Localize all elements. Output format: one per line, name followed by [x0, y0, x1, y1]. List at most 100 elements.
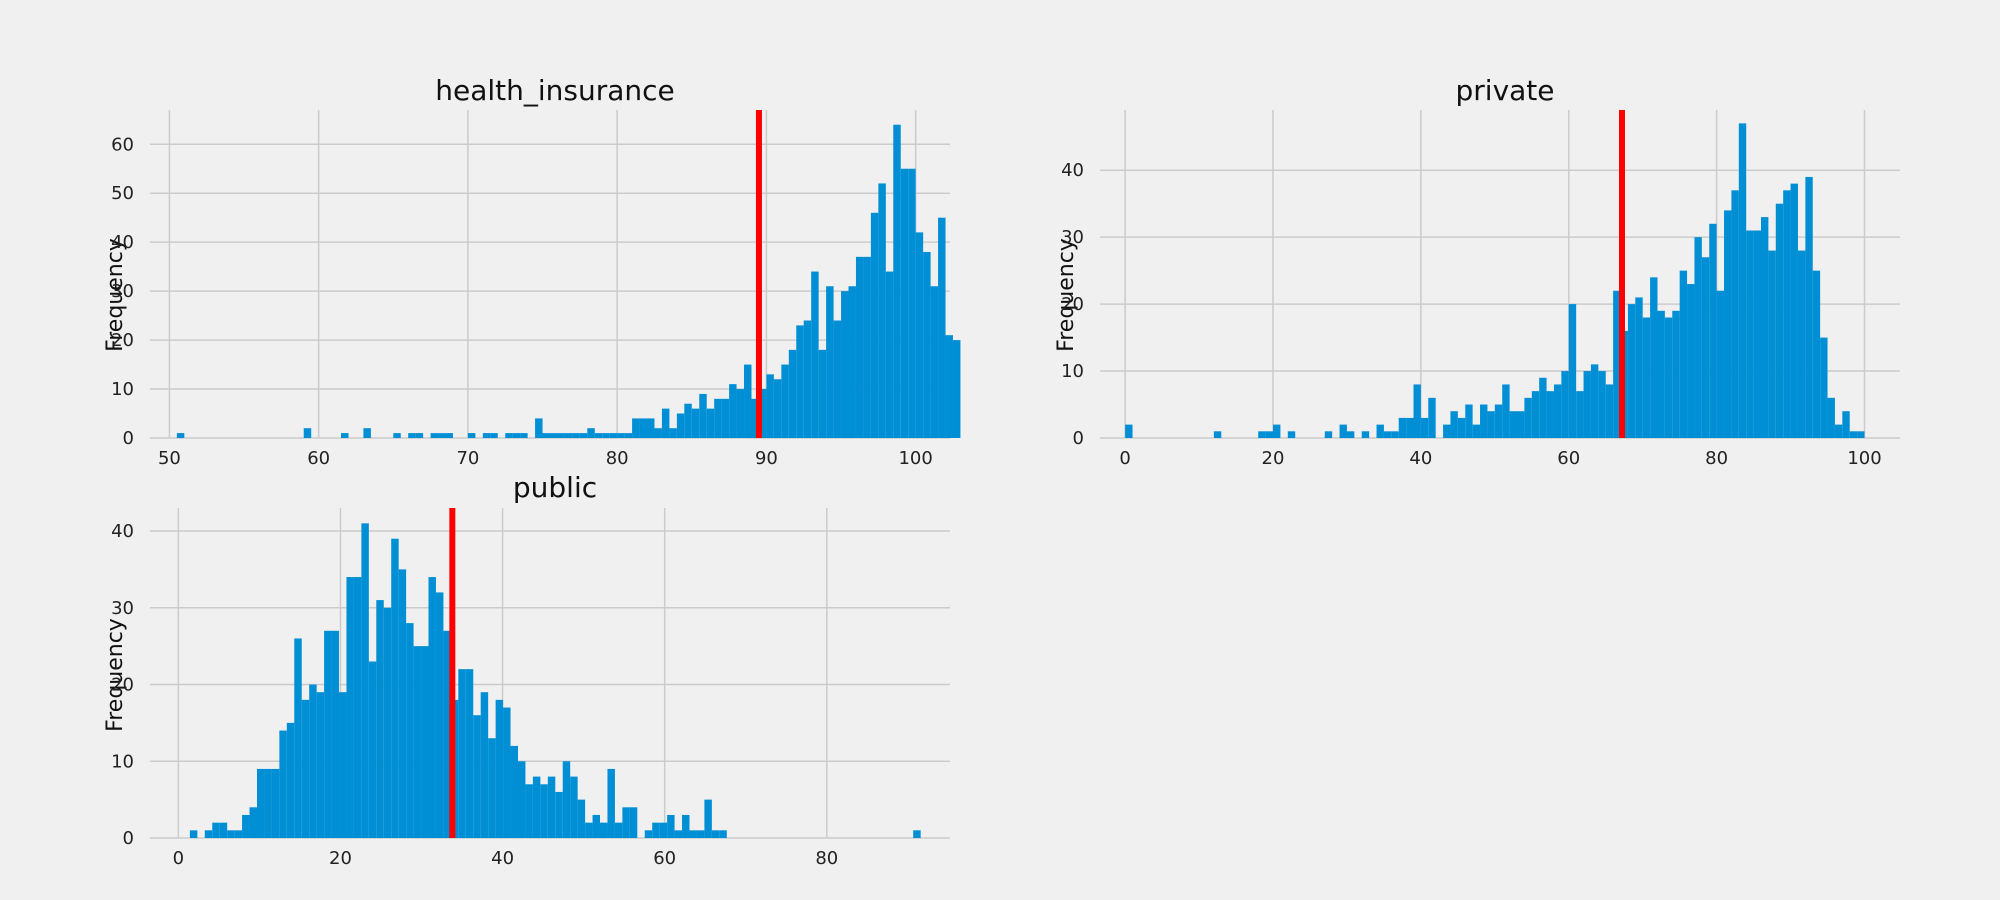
histogram-bar — [577, 799, 586, 838]
histogram-bar — [652, 822, 660, 838]
histogram-bar — [624, 433, 633, 438]
histogram-bar — [346, 577, 354, 838]
panel-title: health_insurance — [435, 74, 675, 107]
histogram-bar — [773, 379, 782, 438]
histogram-bar — [682, 814, 690, 838]
histogram-bar — [721, 398, 730, 438]
histogram-bar — [176, 433, 185, 438]
x-tick-label: 70 — [456, 448, 479, 469]
histogram-bar — [1546, 391, 1554, 438]
histogram-bar — [435, 592, 444, 838]
x-tick-label: 40 — [1409, 448, 1432, 469]
histogram-bar — [256, 768, 265, 838]
histogram-bar — [676, 413, 685, 438]
x-tick-label: 0 — [173, 848, 184, 869]
histogram-bar — [878, 183, 886, 438]
histogram-bar — [227, 830, 235, 838]
x-tick-label: 80 — [815, 848, 838, 869]
x-tick-label: 90 — [755, 448, 778, 469]
histogram-bar — [751, 398, 759, 438]
y-tick-labels: 0 10 20 30 40 — [1061, 160, 1084, 449]
histogram-bars — [1125, 123, 1865, 438]
y-tick-label: 0 — [123, 428, 134, 449]
histogram-bar — [286, 722, 295, 838]
histogram-bar — [564, 433, 573, 438]
histogram-bar — [443, 630, 451, 838]
histogram-bar — [674, 830, 683, 838]
y-axis-label: Frequency — [1054, 238, 1079, 352]
histogram-bar — [684, 403, 692, 438]
histogram-bar — [1406, 417, 1414, 438]
histogram-bar — [893, 124, 901, 438]
histogram-bar — [1450, 411, 1458, 438]
histogram-bar — [428, 577, 436, 838]
histogram-bar — [669, 428, 677, 438]
histogram-bar — [863, 256, 871, 438]
histogram-bar — [363, 428, 371, 438]
histogram-bar — [488, 738, 496, 838]
histogram-bar — [1568, 304, 1577, 438]
x-tick-label: 0 — [1119, 448, 1130, 469]
y-tick-label: 40 — [111, 232, 134, 253]
histogram-bars — [189, 523, 921, 838]
histogram-bar — [1480, 404, 1488, 438]
histogram-bar — [1768, 250, 1776, 438]
histogram-bar — [1339, 424, 1347, 438]
histogram-bar — [1287, 431, 1296, 438]
histogram-bar — [699, 393, 707, 438]
y-tick-labels: 0 10 20 30 40 50 60 — [111, 134, 134, 449]
histogram-bar — [609, 433, 618, 438]
histogram-bar — [704, 799, 712, 838]
histogram-bar — [870, 212, 879, 438]
histogram-bar — [1509, 411, 1518, 438]
histogram-bar — [689, 830, 697, 838]
histogram-bar — [1273, 424, 1281, 438]
histogram-bar — [1561, 371, 1569, 438]
histogram-bar — [1842, 411, 1850, 438]
histogram-bar — [1857, 431, 1865, 438]
histogram-bar — [1531, 391, 1540, 438]
histogram-bar — [1701, 257, 1710, 438]
histogram-bar — [331, 630, 340, 838]
histogram-bar — [316, 692, 325, 838]
histogram-bar — [1420, 417, 1429, 438]
histogram-bar — [1613, 290, 1621, 438]
x-tick-labels: 0 20 40 60 80 — [173, 848, 839, 869]
histogram-bar — [1457, 417, 1466, 438]
histogram-bar — [361, 523, 369, 838]
panel-title: public — [513, 471, 597, 504]
histogram-bar — [495, 699, 504, 838]
histogram-bar — [930, 286, 939, 438]
histogram-bar — [1213, 431, 1222, 438]
histogram-bar — [368, 661, 377, 838]
histogram-bar — [303, 428, 312, 438]
y-tick-label: 30 — [111, 598, 134, 619]
histogram-bar — [415, 433, 424, 438]
histogram-bar — [189, 830, 198, 838]
histogram-bar — [1443, 424, 1451, 438]
y-tick-label: 40 — [1061, 160, 1084, 181]
histogram-bar — [1265, 431, 1274, 438]
histogram-bar — [758, 389, 767, 438]
histogram-bar — [465, 669, 474, 838]
histogram-bar — [512, 433, 521, 438]
y-tick-label: 0 — [1073, 428, 1084, 449]
histogram-bar — [1517, 411, 1525, 438]
histogram-bar — [1125, 424, 1133, 438]
histogram-bar — [525, 784, 533, 838]
histogram-bar — [570, 776, 578, 838]
histogram-panel-public: public Frequency 0 20 40 60 80 0 10 20 30 40 — [103, 471, 950, 869]
histogram-bar — [1502, 384, 1510, 438]
histogram-bar — [647, 418, 655, 438]
histogram-bar — [1679, 270, 1688, 438]
histogram-bar — [952, 340, 961, 438]
histogram-bar — [788, 349, 797, 438]
histogram-bar — [547, 776, 556, 838]
histogram-bar — [393, 433, 401, 438]
histogram-bar — [833, 320, 842, 438]
y-tick-label: 0 — [123, 828, 134, 849]
x-tick-label: 20 — [329, 848, 352, 869]
histogram-bar — [1413, 384, 1421, 438]
histogram-bar — [1376, 424, 1384, 438]
histogram-bar — [1494, 404, 1503, 438]
